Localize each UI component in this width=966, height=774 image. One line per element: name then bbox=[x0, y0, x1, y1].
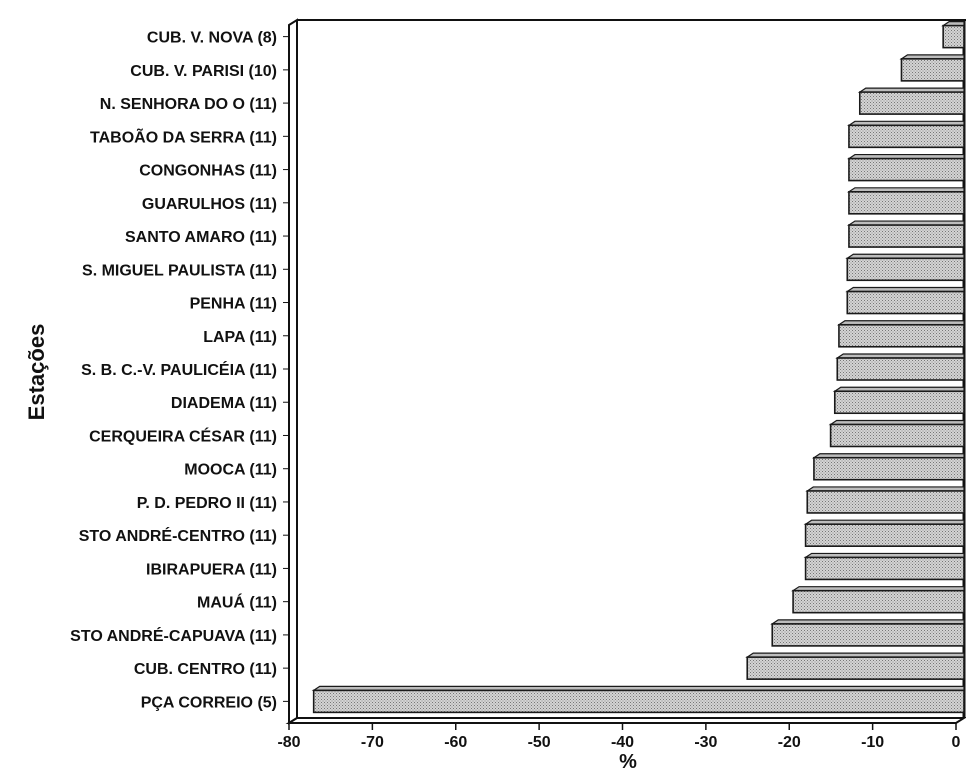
category-label: IBIRAPUERA (11) bbox=[146, 561, 277, 578]
bar bbox=[745, 652, 965, 680]
bar-face bbox=[746, 656, 965, 680]
bar bbox=[811, 453, 965, 481]
bar bbox=[311, 685, 965, 714]
bar-face bbox=[836, 357, 965, 381]
x-tick-label: -70 bbox=[361, 734, 384, 751]
bar-face bbox=[848, 224, 965, 248]
bars-group bbox=[311, 21, 965, 714]
category-label: DIADEMA (11) bbox=[171, 395, 277, 412]
category-label: STO ANDRÉ-CENTRO (11) bbox=[79, 526, 277, 545]
category-label: CUB. CENTRO (11) bbox=[134, 661, 277, 678]
category-label: STO ANDRÉ-CAPUAVA (11) bbox=[70, 626, 277, 645]
bar-face bbox=[804, 523, 965, 547]
bar-face bbox=[804, 556, 965, 581]
category-label: PENHA (11) bbox=[190, 296, 277, 313]
x-tick-label: -40 bbox=[611, 734, 634, 751]
category-label: CUB. V. NOVA (8) bbox=[147, 30, 277, 47]
category-label: CONGONHAS (11) bbox=[139, 163, 277, 180]
bar-face bbox=[900, 58, 965, 82]
bar bbox=[846, 120, 965, 149]
bar bbox=[803, 519, 965, 547]
floor bbox=[285, 717, 966, 724]
x-tick-label: -30 bbox=[694, 734, 717, 751]
y-axis-title: Estações bbox=[24, 324, 49, 421]
plot-frame bbox=[285, 18, 966, 725]
bar bbox=[835, 353, 965, 381]
bar-face bbox=[848, 191, 965, 215]
bar-face bbox=[858, 91, 965, 115]
bar bbox=[832, 386, 965, 415]
bar-face bbox=[829, 423, 965, 448]
category-label: S. B. C.-V. PAULICÉIA (11) bbox=[81, 360, 277, 379]
x-axis-title: % bbox=[619, 751, 637, 773]
bar-face bbox=[848, 157, 965, 182]
bar-face bbox=[942, 24, 965, 49]
bar bbox=[846, 153, 965, 182]
bar bbox=[941, 21, 965, 49]
category-label: N. SENHORA DO O (11) bbox=[100, 96, 277, 113]
category-label: GUARULHOS (11) bbox=[142, 196, 277, 213]
category-label: SANTO AMARO (11) bbox=[125, 229, 277, 246]
bar bbox=[828, 419, 965, 448]
category-labels: CUB. V. NOVA (8) CUB. V. PARISI (10) N. SE… bbox=[70, 30, 289, 711]
bar-face bbox=[848, 124, 965, 149]
bar bbox=[845, 286, 965, 315]
x-tick-label: -20 bbox=[778, 734, 801, 751]
bar-face bbox=[846, 257, 965, 282]
bar-face bbox=[813, 456, 965, 481]
bar bbox=[836, 320, 965, 348]
bar-face bbox=[312, 689, 965, 714]
bar-face bbox=[792, 589, 965, 614]
x-axis-ticks: -80 -70 -60 -50 -40 -30 -20 -10 0 bbox=[277, 723, 961, 751]
x-tick-label: -60 bbox=[444, 734, 467, 751]
category-label: LAPA (11) bbox=[203, 329, 277, 346]
bar-face bbox=[806, 490, 965, 514]
bar bbox=[899, 54, 965, 82]
category-label: PÇA CORREIO (5) bbox=[141, 694, 277, 711]
bar-face bbox=[846, 290, 965, 315]
bar-face bbox=[771, 623, 965, 647]
x-tick-label: -80 bbox=[277, 734, 300, 751]
bar bbox=[791, 586, 965, 614]
bar bbox=[846, 220, 965, 248]
bar bbox=[846, 187, 965, 215]
bar bbox=[770, 619, 965, 647]
bar-face bbox=[833, 390, 965, 415]
bar-face bbox=[838, 323, 965, 348]
category-label: CERQUEIRA CÉSAR (11) bbox=[89, 426, 277, 445]
bar bbox=[803, 552, 965, 581]
bar bbox=[805, 486, 965, 514]
bar bbox=[857, 87, 965, 115]
x-tick-label: -10 bbox=[861, 734, 884, 751]
left-wall bbox=[288, 18, 298, 725]
bar bbox=[845, 253, 965, 282]
category-label: P. D. PEDRO II (11) bbox=[137, 495, 277, 512]
category-label: S. MIGUEL PAULISTA (11) bbox=[82, 262, 277, 279]
category-label: TABOÃO DA SERRA (11) bbox=[90, 126, 277, 146]
x-tick-label: -50 bbox=[528, 734, 551, 751]
category-label: MOOCA (11) bbox=[184, 462, 277, 479]
category-label: MAUÁ (11) bbox=[197, 593, 277, 612]
category-label: CUB. V. PARISI (10) bbox=[130, 63, 277, 80]
x-tick-label: 0 bbox=[952, 734, 961, 751]
